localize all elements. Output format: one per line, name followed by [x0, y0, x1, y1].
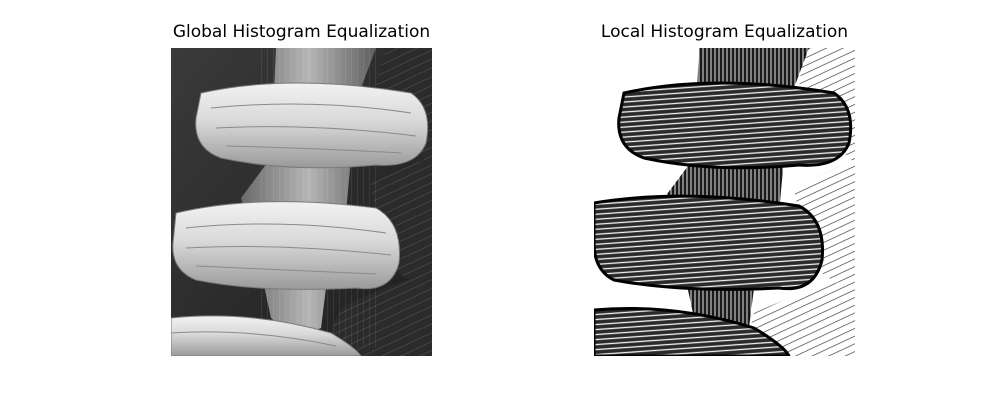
local-equalization-title: Local Histogram Equalization	[600, 22, 849, 42]
local-equalization-panel: Local Histogram Equalization	[594, 0, 855, 400]
local-equalization-image	[594, 48, 855, 356]
global-equalization-panel: Global Histogram Equalization	[171, 0, 432, 400]
global-equalization-image	[171, 48, 432, 356]
global-equalization-title: Global Histogram Equalization	[172, 22, 431, 42]
